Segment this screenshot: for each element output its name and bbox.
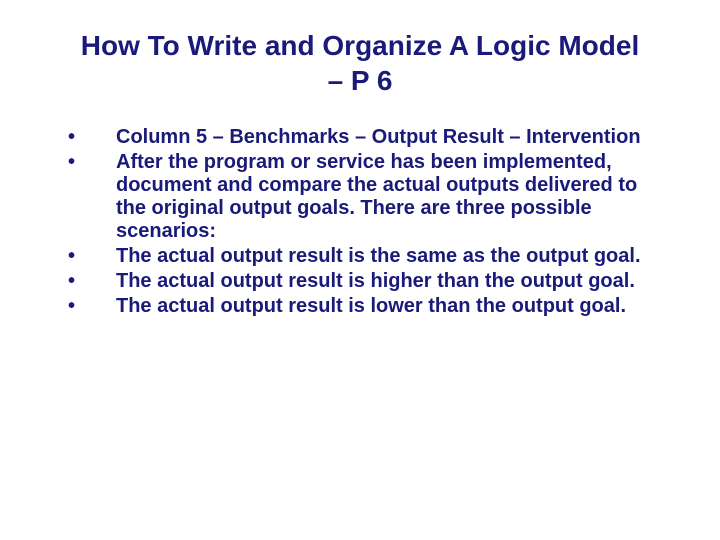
list-item: After the program or service has been im… <box>68 151 670 243</box>
list-item: The actual output result is lower than t… <box>68 295 670 318</box>
slide-container: How To Write and Organize A Logic Model … <box>0 0 720 540</box>
list-item: Column 5 – Benchmarks – Output Result – … <box>68 126 670 149</box>
list-item: The actual output result is higher than … <box>68 270 670 293</box>
slide-title: How To Write and Organize A Logic Model … <box>50 28 670 98</box>
list-item: The actual output result is the same as … <box>68 245 670 268</box>
bullet-list: Column 5 – Benchmarks – Output Result – … <box>50 126 670 318</box>
